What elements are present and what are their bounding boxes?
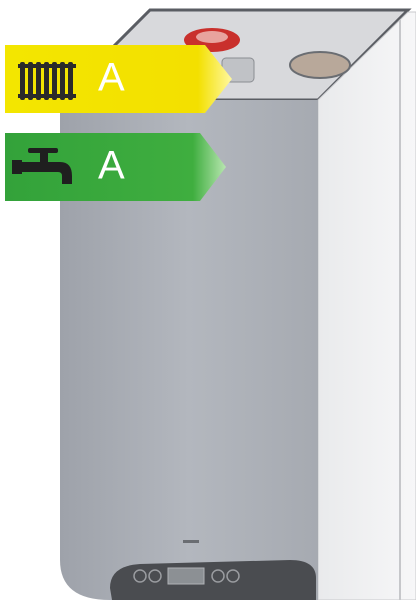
rating: A bbox=[98, 144, 125, 188]
water-label: A bbox=[5, 133, 226, 201]
flue-inner bbox=[196, 31, 228, 43]
product-image: A A bbox=[0, 0, 416, 600]
page: {"energy_labels": [{"rating": "A"}, {"ra… bbox=[0, 0, 416, 600]
rating: A bbox=[98, 56, 125, 100]
cover-plate bbox=[290, 52, 350, 78]
display bbox=[168, 568, 204, 584]
heating-label: A bbox=[5, 45, 232, 113]
boiler-side bbox=[318, 12, 416, 600]
logo-mark bbox=[183, 540, 199, 543]
